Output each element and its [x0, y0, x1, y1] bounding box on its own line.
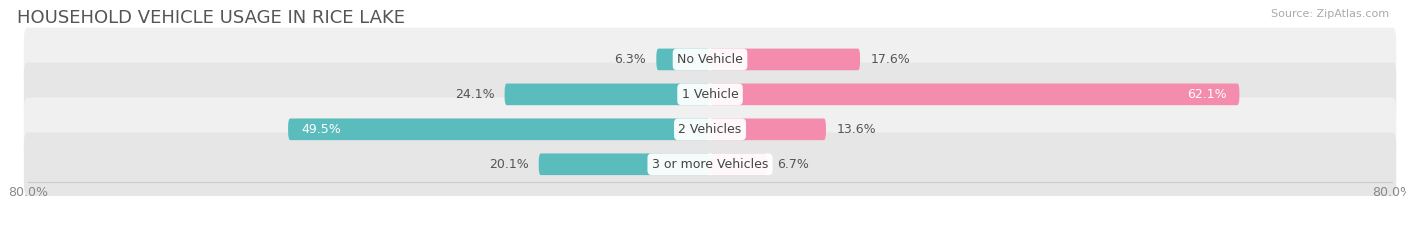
Text: 6.7%: 6.7% — [778, 158, 810, 171]
FancyBboxPatch shape — [657, 49, 710, 70]
FancyBboxPatch shape — [505, 84, 710, 105]
Text: Source: ZipAtlas.com: Source: ZipAtlas.com — [1271, 9, 1389, 19]
Text: 3 or more Vehicles: 3 or more Vehicles — [652, 158, 768, 171]
Text: 17.6%: 17.6% — [870, 53, 910, 66]
Text: No Vehicle: No Vehicle — [678, 53, 742, 66]
Text: 2 Vehicles: 2 Vehicles — [679, 123, 741, 136]
Text: 1 Vehicle: 1 Vehicle — [682, 88, 738, 101]
FancyBboxPatch shape — [710, 49, 860, 70]
Text: 49.5%: 49.5% — [301, 123, 340, 136]
Text: HOUSEHOLD VEHICLE USAGE IN RICE LAKE: HOUSEHOLD VEHICLE USAGE IN RICE LAKE — [17, 9, 405, 27]
Text: 6.3%: 6.3% — [614, 53, 647, 66]
FancyBboxPatch shape — [24, 28, 1396, 91]
FancyBboxPatch shape — [538, 154, 710, 175]
FancyBboxPatch shape — [288, 118, 710, 140]
Text: 13.6%: 13.6% — [837, 123, 876, 136]
FancyBboxPatch shape — [24, 132, 1396, 196]
FancyBboxPatch shape — [710, 118, 825, 140]
FancyBboxPatch shape — [24, 62, 1396, 126]
Text: 24.1%: 24.1% — [454, 88, 495, 101]
FancyBboxPatch shape — [24, 97, 1396, 161]
FancyBboxPatch shape — [710, 154, 768, 175]
Text: 20.1%: 20.1% — [489, 158, 529, 171]
Text: 62.1%: 62.1% — [1187, 88, 1226, 101]
FancyBboxPatch shape — [710, 84, 1239, 105]
